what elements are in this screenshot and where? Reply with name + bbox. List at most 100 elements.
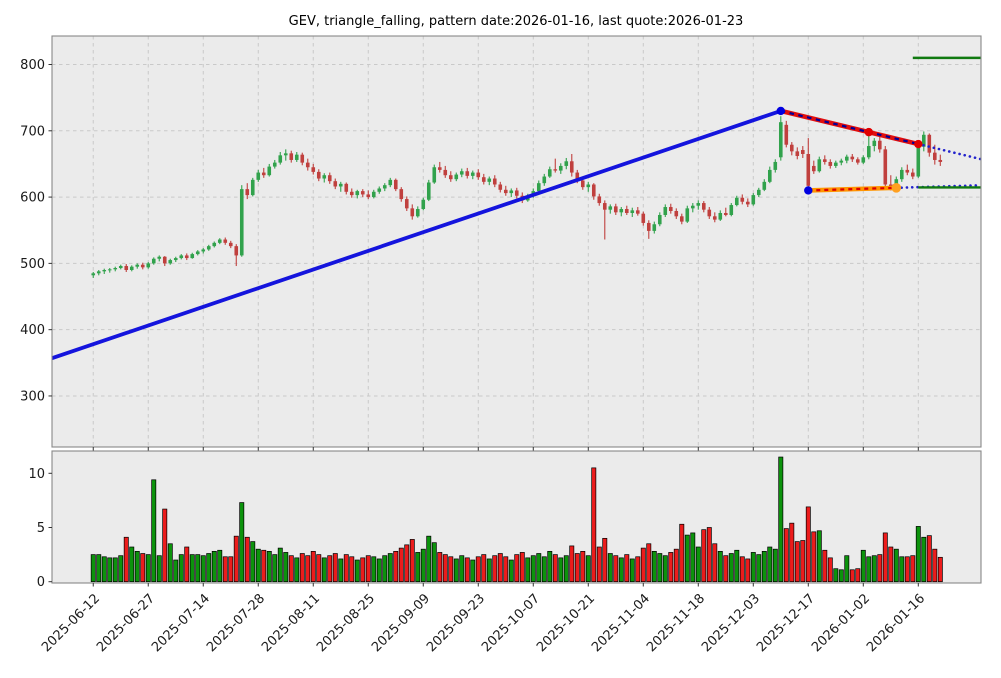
volume-bar (789, 522, 795, 583)
volume-bar (838, 569, 844, 583)
volume-bar (563, 555, 569, 583)
price-tick-label: 300 (20, 389, 45, 404)
candle-down (646, 222, 651, 231)
volume-bar (151, 479, 157, 583)
volume-bar (552, 554, 558, 583)
volume-bar (657, 553, 663, 583)
triangle-bottom-dash (808, 186, 897, 192)
candle-down (344, 183, 349, 192)
volume-bar (90, 554, 96, 583)
volume-bar (250, 541, 256, 583)
candle-up (690, 205, 695, 209)
volume-bar (662, 555, 668, 583)
volume-bar (420, 548, 426, 583)
volume-bar (393, 550, 399, 583)
volume-bar (453, 558, 459, 583)
volume-bar (217, 549, 223, 583)
candle-down (789, 144, 794, 152)
volume-bar (624, 554, 630, 583)
candle-down (613, 206, 618, 213)
volume-bar (492, 555, 498, 583)
candle-down (712, 216, 717, 220)
volume-bar (618, 557, 624, 583)
candle-down (635, 210, 640, 214)
volume-bar (134, 550, 140, 583)
volume-bar (118, 555, 124, 583)
pattern-peak-marker (776, 106, 785, 116)
volume-bar (893, 548, 899, 583)
candle-up (817, 159, 822, 172)
candle-up (586, 184, 591, 188)
candle-up (778, 122, 783, 158)
volume-bar (387, 553, 393, 583)
candle-down (333, 181, 338, 187)
volume-bar (684, 534, 690, 583)
candle-up (564, 161, 569, 166)
candle-down (806, 153, 811, 186)
volume-bar (233, 535, 239, 583)
pattern-overlay (51, 56, 983, 360)
volume-bar (261, 549, 267, 583)
candle-down (822, 159, 827, 162)
price-tick-label: 400 (20, 323, 45, 338)
candle-down (723, 212, 728, 215)
volume-bar (651, 550, 657, 583)
date-tick-label: 2025-09-09 (369, 591, 433, 655)
volume-bar (178, 554, 184, 583)
volume-bar (321, 557, 327, 583)
candle-down (305, 162, 310, 168)
volume-bar (382, 555, 388, 583)
volume-bar (629, 558, 635, 583)
candle-up (113, 268, 118, 270)
candle-down (327, 175, 332, 182)
date-tick-label: 2025-12-03 (699, 591, 763, 655)
volume-bar (327, 555, 333, 583)
candle-up (899, 169, 904, 180)
volume-bar (833, 568, 839, 583)
volume-bar (140, 553, 146, 583)
volume-bar (816, 530, 822, 583)
date-tick-label: 2026-01-16 (864, 591, 928, 655)
candle-down (624, 209, 629, 213)
volume-bar (767, 546, 773, 583)
candle-down (800, 150, 805, 154)
volume-bar (459, 555, 465, 583)
candle-up (201, 249, 206, 252)
candle-down (883, 149, 888, 185)
candle-up (509, 190, 514, 194)
date-tick-label: 2025-08-11 (259, 591, 323, 655)
candle-down (877, 140, 882, 150)
volume-bar (519, 552, 525, 583)
volume-bar (772, 548, 778, 583)
volume-bar (222, 556, 228, 583)
volume-bar (497, 553, 503, 583)
candle-down (602, 203, 607, 210)
candle-up (212, 242, 217, 247)
volume-bar (200, 555, 206, 583)
volume-bar (750, 552, 756, 583)
candle-up (619, 209, 624, 213)
candle-down (399, 189, 404, 200)
candle-up (547, 169, 552, 177)
volume-bar (668, 552, 674, 583)
volume-bar (866, 556, 872, 583)
volume-bar (343, 554, 349, 583)
candle-up (151, 258, 156, 264)
candle-up (734, 197, 739, 206)
candle-up (663, 207, 668, 215)
candle-down (905, 169, 910, 173)
volume-bar (398, 547, 404, 583)
candle-down (300, 154, 305, 163)
candle-down (938, 159, 943, 162)
volume-bar (706, 527, 712, 583)
price-pane (52, 36, 981, 447)
candle-down (184, 255, 189, 259)
chart-title: GEV, triangle_falling, pattern date:2026… (289, 14, 744, 29)
candle-up (921, 134, 926, 147)
triangle-top-touch-marker (864, 127, 873, 137)
volume-bar (805, 506, 811, 583)
volume-bar (316, 554, 322, 583)
candle-down (910, 172, 915, 177)
candle-down (591, 184, 596, 197)
